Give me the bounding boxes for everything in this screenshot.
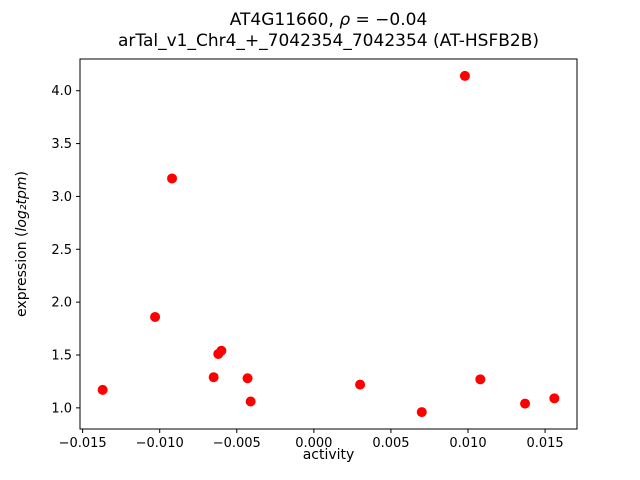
data-point	[355, 379, 366, 390]
y-tick-label: 1.5	[51, 349, 72, 364]
plot-border	[79, 58, 578, 430]
title-gene-id: AT4G11660,	[229, 10, 340, 30]
chart-title: AT4G11660, ρ = −0.04 arTal_v1_Chr4_+_704…	[80, 10, 577, 52]
chart-title-line1: AT4G11660, ρ = −0.04	[80, 10, 577, 31]
data-point	[520, 398, 531, 409]
x-tick-label: 0.010	[449, 436, 486, 451]
x-tick-label: 0.000	[295, 436, 332, 451]
data-point	[416, 407, 427, 418]
y-tick-label: 4.0	[51, 84, 72, 99]
chart-subtitle: arTal_v1_Chr4_+_7042354_7042354 (AT-HSFB…	[117, 31, 540, 51]
title-rho-symbol: ρ	[339, 10, 351, 30]
data-point	[216, 345, 227, 356]
y-tick-label: 2.0	[51, 296, 72, 311]
x-tick-label: −0.010	[136, 436, 184, 451]
y-tick-label: 2.5	[51, 243, 72, 258]
x-axis-label: activity	[302, 447, 355, 463]
data-point	[167, 173, 178, 184]
x-tick-label: 0.005	[372, 436, 409, 451]
x-tick-label: −0.015	[59, 436, 107, 451]
y-tick-label: 1.0	[51, 401, 72, 416]
y-tick-label: 3.5	[51, 137, 72, 152]
x-tick-label: −0.005	[213, 436, 261, 451]
data-point	[459, 70, 470, 81]
data-point	[208, 372, 219, 383]
data-point	[242, 373, 253, 384]
title-rho-value: = −0.04	[350, 10, 428, 30]
data-point	[549, 393, 560, 404]
data-point	[97, 384, 108, 395]
data-point	[245, 396, 256, 407]
y-tick-label: 3.0	[51, 190, 72, 205]
data-point	[150, 311, 161, 322]
x-tick-label: 0.015	[526, 436, 563, 451]
data-point	[475, 374, 486, 385]
